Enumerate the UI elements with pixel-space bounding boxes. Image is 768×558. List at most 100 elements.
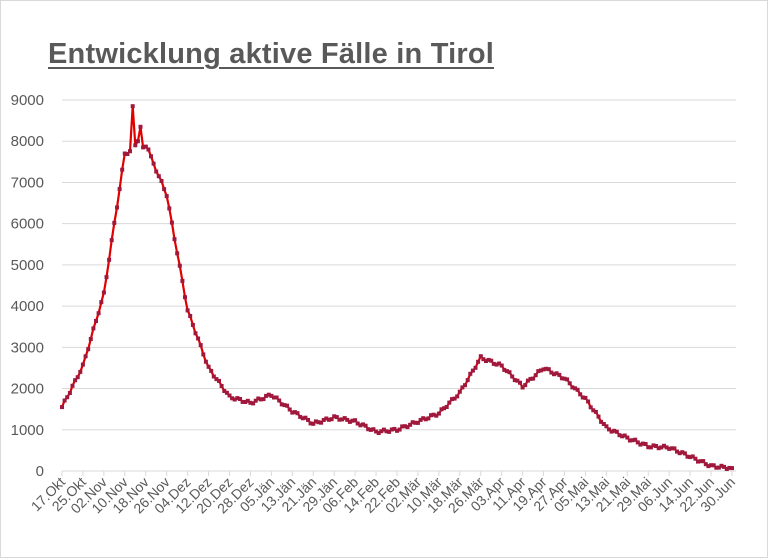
- data-point-marker: [272, 395, 276, 400]
- data-point-marker: [154, 169, 159, 174]
- data-point-marker: [355, 421, 360, 426]
- data-point-marker: [164, 194, 169, 199]
- data-point-marker: [554, 371, 559, 376]
- data-point-marker: [706, 464, 711, 469]
- data-point-marker: [240, 399, 245, 404]
- data-point-marker: [80, 362, 85, 367]
- data-point-marker: [565, 377, 570, 382]
- data-point-marker: [648, 445, 653, 450]
- x-axis: 17.Okt25.Okt02.Nov10.Nov18.Nov26.Nov04.D…: [28, 470, 738, 516]
- data-point-marker: [287, 407, 292, 412]
- data-point-marker: [151, 161, 156, 166]
- data-point-marker: [567, 381, 572, 386]
- data-point-marker: [313, 419, 318, 424]
- data-point-marker: [512, 378, 517, 383]
- data-point-marker: [190, 322, 195, 327]
- data-point-marker: [99, 300, 104, 305]
- data-point-marker: [716, 465, 721, 470]
- data-point-marker: [224, 390, 229, 395]
- data-point-marker: [434, 413, 439, 418]
- data-point-marker: [478, 354, 483, 359]
- data-point-marker: [641, 441, 645, 446]
- data-point-marker: [133, 143, 138, 148]
- data-point-marker: [651, 443, 656, 448]
- data-point-marker: [188, 314, 193, 318]
- data-point-marker: [486, 357, 491, 362]
- y-tick-label: 4000: [11, 298, 44, 315]
- data-point-marker: [452, 396, 457, 401]
- data-point-marker: [630, 438, 635, 443]
- data-point-marker: [518, 380, 522, 385]
- data-point-marker: [300, 416, 305, 421]
- data-point-marker: [669, 446, 674, 451]
- data-point-marker: [120, 167, 125, 172]
- data-point-marker: [557, 372, 562, 377]
- y-axis-labels: 0 1000 2000 3000 4000 5000 6000 7000 8000 9000: [11, 92, 44, 480]
- data-point-marker: [447, 400, 452, 405]
- data-point-marker: [115, 205, 119, 210]
- data-point-marker: [421, 416, 426, 421]
- data-point-marker: [484, 359, 488, 363]
- data-point-marker: [306, 417, 310, 422]
- data-point-marker: [494, 362, 499, 367]
- data-point-marker: [329, 417, 334, 422]
- data-point-marker: [724, 467, 729, 471]
- data-point-marker: [384, 429, 389, 434]
- data-point-marker: [575, 387, 580, 392]
- data-point-marker: [67, 391, 72, 395]
- data-point-marker: [222, 389, 227, 393]
- data-point-marker: [397, 427, 402, 432]
- data-point-marker: [253, 398, 258, 403]
- data-point-marker: [656, 446, 661, 451]
- data-point-marker: [570, 385, 575, 390]
- data-point-marker: [580, 395, 585, 400]
- data-point-marker: [617, 433, 622, 438]
- data-point-marker: [591, 408, 596, 413]
- data-point-marker: [358, 423, 363, 428]
- data-point-marker: [562, 376, 567, 381]
- data-point-marker: [248, 400, 253, 405]
- y-tick-label: 3000: [11, 339, 44, 356]
- data-point-marker: [646, 445, 651, 450]
- data-point-marker: [667, 446, 672, 451]
- data-point-marker: [489, 358, 494, 363]
- data-point-marker: [232, 397, 237, 402]
- data-point-marker: [703, 462, 708, 467]
- data-point-marker: [125, 152, 130, 156]
- data-point-marker: [709, 463, 714, 468]
- data-point-marker: [83, 354, 88, 359]
- data-point-marker: [614, 429, 619, 434]
- data-point-marker: [690, 454, 695, 459]
- data-point-marker: [544, 366, 549, 371]
- data-point-marker: [86, 347, 91, 352]
- data-point-marker: [374, 429, 379, 434]
- data-point-marker: [298, 414, 303, 419]
- data-point-marker: [60, 405, 64, 410]
- data-point-marker: [94, 319, 98, 323]
- data-point-marker: [389, 427, 394, 432]
- data-markers: [60, 104, 734, 471]
- data-point-marker: [266, 392, 271, 397]
- y-tick-label: 1000: [11, 422, 44, 439]
- data-point-marker: [395, 428, 399, 433]
- data-point-marker: [607, 427, 611, 432]
- data-point-marker: [625, 435, 630, 440]
- data-point-marker: [337, 417, 342, 422]
- data-point-marker: [128, 149, 132, 154]
- data-point-marker: [277, 398, 282, 403]
- gridlines: [62, 99, 736, 431]
- data-point-marker: [256, 396, 261, 401]
- data-point-marker: [638, 442, 643, 447]
- data-point-marker: [141, 145, 146, 150]
- data-point-marker: [235, 396, 240, 401]
- data-point-marker: [135, 139, 140, 144]
- data-point-marker: [156, 174, 161, 179]
- data-point-marker: [295, 411, 300, 416]
- data-point-marker: [203, 359, 208, 364]
- data-point-marker: [559, 376, 564, 381]
- data-point-marker: [316, 420, 321, 425]
- data-point-marker: [701, 459, 706, 464]
- data-point-marker: [290, 410, 295, 415]
- data-point-marker: [552, 372, 556, 377]
- data-point-marker: [214, 377, 219, 382]
